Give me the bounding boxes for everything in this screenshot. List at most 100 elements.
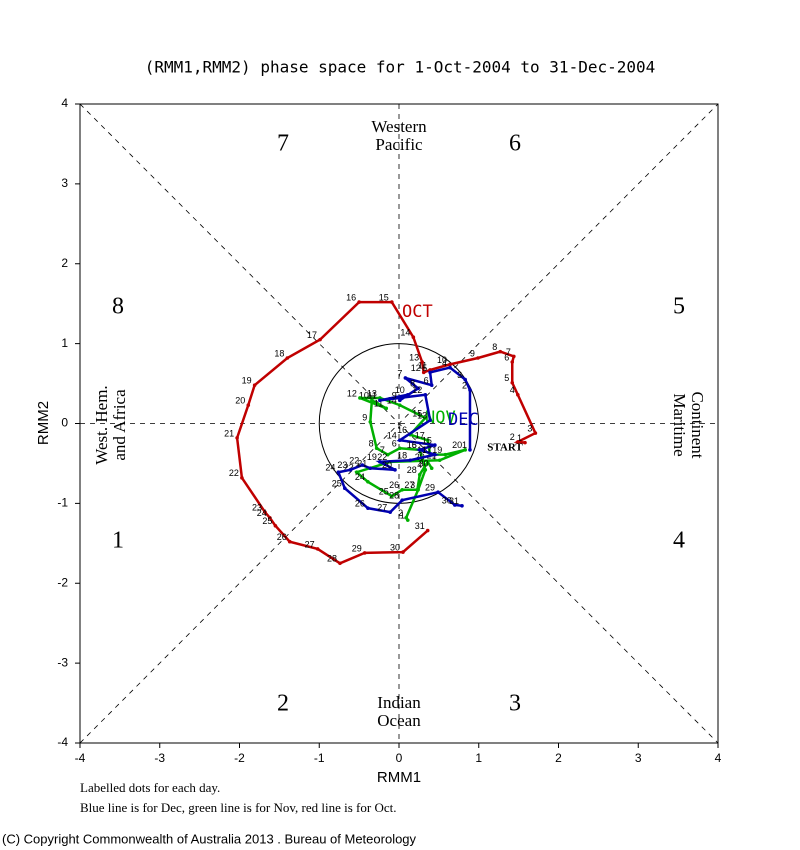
day-label: 9 [392, 391, 397, 401]
phase-label: 2 [277, 691, 289, 717]
day-label: 11 [374, 399, 383, 409]
day-label: 20 [382, 460, 392, 470]
region-label: Ocean [377, 711, 421, 730]
day-dot [285, 356, 290, 360]
day-dot [476, 356, 480, 360]
day-dot [433, 443, 437, 447]
month-label: NOV [425, 408, 456, 428]
day-dot [252, 383, 257, 387]
day-label: 6 [424, 376, 429, 386]
day-dot [388, 510, 393, 514]
x-tick-label: -1 [314, 751, 325, 765]
day-dot [428, 418, 432, 423]
day-label: 16 [407, 440, 417, 450]
x-axis-label: RMM1 [377, 769, 421, 786]
day-label: 25 [262, 516, 272, 526]
day-label: 19 [367, 452, 377, 462]
phase-label: 3 [509, 691, 521, 717]
day-label: 13 [417, 411, 427, 421]
day-dot [423, 468, 428, 472]
day-label: 28 [407, 465, 417, 475]
month-label: OCT [402, 302, 433, 322]
day-dot [360, 463, 365, 467]
day-dot [425, 460, 430, 464]
day-label: 21 [224, 428, 234, 438]
day-label: 1 [462, 440, 467, 450]
day-dot [263, 510, 267, 514]
day-label: 25 [332, 479, 342, 489]
day-label: 8 [410, 379, 415, 389]
day-label: 27 [404, 480, 414, 490]
day-label: 5 [422, 363, 427, 373]
day-dot [416, 386, 420, 391]
day-dot [400, 498, 404, 502]
day-dot [403, 376, 408, 380]
day-label: 1 [400, 511, 405, 521]
day-dot [448, 365, 452, 370]
day-dot [468, 388, 472, 392]
day-label: 23 [337, 460, 347, 470]
day-dot [423, 392, 428, 397]
x-tick-label: -3 [154, 751, 165, 765]
day-label: 11 [418, 360, 427, 370]
day-label: 8 [492, 342, 497, 352]
day-dot [397, 438, 402, 443]
day-label: 17 [415, 431, 425, 441]
note: Blue line is for Dec, green line is for … [80, 800, 396, 815]
day-label: 26 [355, 499, 365, 509]
y-axis-label: RMM2 [35, 401, 52, 445]
day-dot [370, 398, 374, 403]
day-label: 10 [437, 355, 447, 365]
day-dot [468, 448, 472, 452]
day-dot [463, 377, 467, 382]
month-label: DEC [448, 410, 479, 430]
day-label: 23 [344, 463, 354, 473]
day-label: 16 [397, 425, 407, 435]
day-label: 26 [389, 480, 399, 490]
y-tick-label: 4 [61, 96, 68, 110]
day-dot [354, 470, 359, 475]
day-dot [240, 476, 244, 480]
day-label: 11 [368, 391, 377, 401]
day-dot [397, 403, 402, 407]
day-dot [397, 446, 402, 451]
day-label: 26 [277, 532, 287, 542]
phase-label: 7 [277, 131, 289, 157]
day-dot [533, 431, 538, 435]
day-label: 27 [377, 503, 387, 513]
day-dot [512, 354, 516, 359]
y-tick-label: 3 [61, 176, 68, 190]
day-dot [318, 337, 322, 342]
y-tick-label: -3 [57, 655, 68, 669]
y-tick-label: 2 [61, 256, 68, 270]
day-dot [408, 458, 412, 463]
phase-label: 5 [673, 294, 685, 320]
day-label: 28 [327, 554, 337, 564]
day-label: 18 [397, 451, 407, 461]
day-dot [463, 448, 467, 452]
day-dot [374, 446, 379, 451]
day-label: 10 [395, 385, 405, 395]
day-label: 7 [506, 347, 511, 357]
region-label: Maritime [670, 393, 689, 456]
day-label: 3 [457, 370, 462, 380]
y-tick-label: 1 [61, 336, 68, 350]
day-label: 2 [510, 432, 515, 442]
day-label: 30 [442, 495, 452, 505]
x-tick-label: 0 [396, 751, 403, 765]
day-label: 9 [470, 348, 475, 358]
day-label: 19 [432, 445, 442, 455]
y-tick-label: 0 [61, 416, 68, 430]
day-dot [423, 416, 428, 420]
region-label: Continent [688, 391, 707, 458]
day-label: 6 [392, 439, 397, 449]
chart-title: (RMM1,RMM2) phase space for 1-Oct-2004 t… [145, 58, 656, 77]
region-label: and Africa [110, 389, 129, 461]
x-tick-label: -2 [234, 751, 245, 765]
day-dot [246, 403, 251, 407]
start-label: START [487, 442, 523, 454]
day-label: 4 [417, 460, 422, 470]
day-label: 30 [390, 542, 400, 552]
day-label: 24 [355, 472, 365, 482]
region-label: Indian [377, 693, 421, 712]
